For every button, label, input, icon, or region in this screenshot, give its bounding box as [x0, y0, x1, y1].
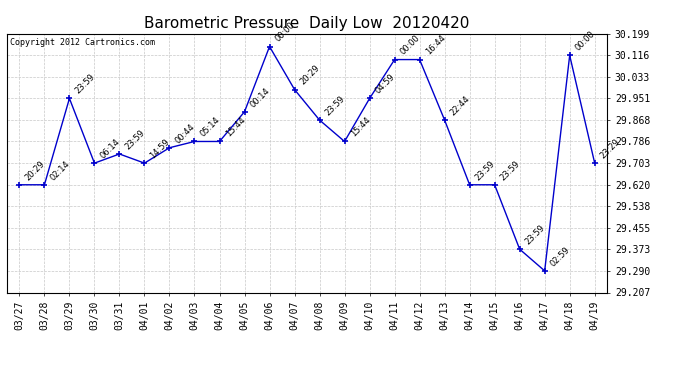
Text: 23:29: 23:29	[599, 137, 622, 160]
Text: 06:14: 06:14	[99, 137, 122, 160]
Text: 04:59: 04:59	[374, 72, 397, 96]
Text: 02:14: 02:14	[48, 159, 72, 182]
Title: Barometric Pressure  Daily Low  20120420: Barometric Pressure Daily Low 20120420	[144, 16, 470, 31]
Text: 14:59: 14:59	[148, 137, 172, 160]
Text: 00:00: 00:00	[574, 30, 597, 52]
Text: 23:59: 23:59	[499, 159, 522, 182]
Text: 15:44: 15:44	[224, 116, 247, 139]
Text: 00:14: 00:14	[248, 86, 272, 109]
Text: 22:44: 22:44	[448, 94, 472, 117]
Text: 02:59: 02:59	[549, 245, 572, 268]
Text: 23:59: 23:59	[524, 223, 547, 246]
Text: 23:59: 23:59	[474, 159, 497, 182]
Text: 23:59: 23:59	[74, 72, 97, 96]
Text: 05:14: 05:14	[199, 116, 221, 139]
Text: 16:44: 16:44	[424, 33, 447, 57]
Text: 23:59: 23:59	[324, 94, 347, 117]
Text: 20:29: 20:29	[23, 159, 47, 182]
Text: 00:44: 00:44	[174, 122, 197, 145]
Text: 20:29: 20:29	[299, 64, 322, 87]
Text: 15:44: 15:44	[348, 116, 372, 139]
Text: 00:00: 00:00	[399, 34, 422, 57]
Text: 00:00: 00:00	[274, 21, 297, 44]
Text: Copyright 2012 Cartronics.com: Copyright 2012 Cartronics.com	[10, 38, 155, 46]
Text: 23:59: 23:59	[124, 128, 147, 151]
